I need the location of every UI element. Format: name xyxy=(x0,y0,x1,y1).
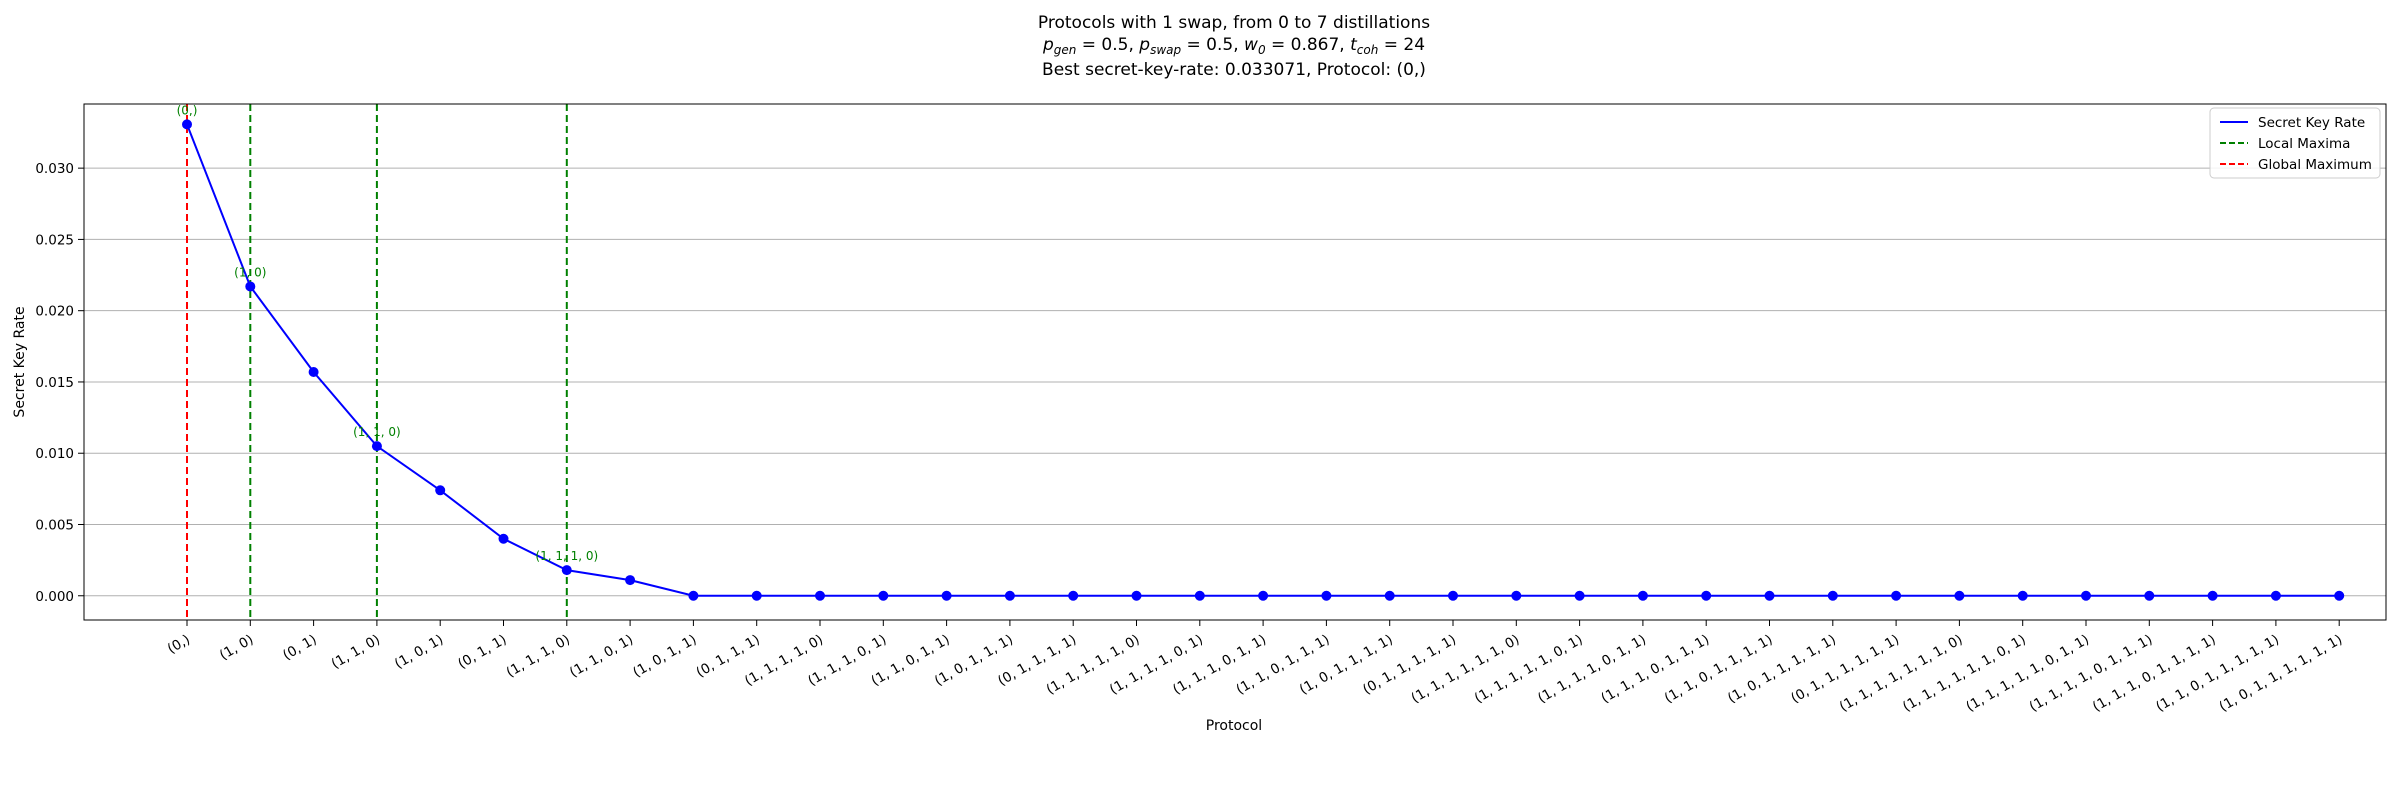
data-point xyxy=(2017,590,2028,601)
series-layer xyxy=(182,119,2345,601)
data-point xyxy=(308,366,319,377)
x-tick-label: (1, 0, 1, 1) xyxy=(630,632,699,681)
param-subscript: gen xyxy=(1054,43,1077,57)
data-point xyxy=(1004,590,1015,601)
data-point xyxy=(498,533,509,544)
x-tick-label: (1, 1, 0) xyxy=(329,632,383,673)
x-tick-label: (0, 1, 1) xyxy=(455,632,509,673)
data-point xyxy=(2207,590,2218,601)
maximum-annotation: (1, 1, 0) xyxy=(353,425,401,439)
y-tick-label: 0.030 xyxy=(35,161,74,177)
chart-title: Protocols with 1 swap, from 0 to 7 disti… xyxy=(1038,13,1430,80)
data-point xyxy=(182,119,192,130)
x-tick-label: (1, 0, 1) xyxy=(392,632,446,673)
x-tick-label: (0, 1) xyxy=(280,632,319,664)
data-point xyxy=(941,590,952,601)
param-value: = 24 xyxy=(1378,35,1425,55)
data-point xyxy=(1574,590,1585,601)
data-point xyxy=(1764,590,1775,601)
data-point xyxy=(245,281,256,292)
param-symbol: p xyxy=(1042,35,1054,55)
maxima-lines xyxy=(186,104,568,620)
maximum-annotation: (1, 1, 1, 0) xyxy=(535,549,598,563)
series-line xyxy=(186,124,2340,597)
data-point xyxy=(751,590,762,601)
data-point xyxy=(1131,590,1142,601)
x-tick-label: (1, 1, 0, 1) xyxy=(567,632,636,681)
param-symbol: w xyxy=(1244,35,1258,55)
x-tick-label: (1, 1, 1, 1, 1, 0, 1) xyxy=(1472,632,1586,707)
data-point xyxy=(435,485,446,496)
data-point xyxy=(2334,590,2345,601)
x-tick-label: (1, 1, 1, 1, 0, 1, 1) xyxy=(1535,632,1649,707)
maximum-annotation: (0,) xyxy=(177,103,198,117)
y-tick-label: 0.015 xyxy=(35,375,74,391)
param-subscript: swap xyxy=(1150,43,1181,57)
maxima-annotations: (0,) (1, 0) (1, 1, 0) (1, 1, 1, 0) xyxy=(177,103,599,563)
data-point xyxy=(1258,590,1269,601)
param-subscript: coh xyxy=(1357,43,1379,57)
legend-label: Local Maxima xyxy=(2258,136,2350,152)
data-point xyxy=(561,565,572,576)
param-symbol: p xyxy=(1138,35,1150,55)
y-tick-label: 0.020 xyxy=(35,304,74,320)
param-value: = 0.867, xyxy=(1266,35,1351,55)
data-point xyxy=(371,441,382,452)
legend-label: Global Maximum xyxy=(2258,157,2372,173)
y-axis-label: Secret Key Rate xyxy=(12,306,28,417)
data-point xyxy=(815,590,825,601)
data-point xyxy=(1448,590,1458,601)
x-tick-label: (1, 1, 1, 0, 1, 1, 1) xyxy=(1598,632,1712,707)
data-point xyxy=(1891,590,1902,601)
x-tick-label: (1, 0) xyxy=(217,632,256,664)
data-point xyxy=(2081,590,2091,601)
data-point xyxy=(1321,590,1332,601)
x-tick-label: (1, 1, 1, 0) xyxy=(504,632,573,681)
data-point xyxy=(1068,590,1079,601)
data-point xyxy=(1954,590,1965,601)
plot-frame xyxy=(83,103,2387,621)
y-tick-label: 0.005 xyxy=(35,517,74,533)
grid-lines xyxy=(84,167,2386,597)
legend-label: Secret Key Rate xyxy=(2258,115,2365,131)
legend-box xyxy=(2209,107,2381,179)
x-axis-ticks: (0,) (1, 0) (0, 1) (1, 1, 0) (1, 0, 1) (0, 1,… xyxy=(165,620,2345,715)
data-point xyxy=(878,590,889,601)
data-point xyxy=(1637,590,1648,601)
y-tick-label: 0.000 xyxy=(35,589,74,605)
param-symbol: t xyxy=(1350,35,1358,55)
x-tick-label: (1, 1, 0, 1, 1, 1, 1) xyxy=(1662,632,1776,707)
x-axis-label: Protocol xyxy=(1206,718,1262,734)
param-value: = 0.5, xyxy=(1181,35,1244,55)
data-point xyxy=(1701,590,1712,601)
data-point xyxy=(688,590,699,601)
x-tick-label: (1, 0, 1, 1, 1, 1, 1) xyxy=(1725,632,1839,707)
maximum-annotation: (1, 0) xyxy=(234,265,266,279)
x-tick-label: (0,) xyxy=(165,632,193,658)
title-line-1: Protocols with 1 swap, from 0 to 7 disti… xyxy=(1038,13,1430,33)
y-tick-label: 0.025 xyxy=(35,232,74,248)
data-point xyxy=(2270,590,2281,601)
title-line-2: pgen = 0.5, pswap = 0.5, w0 = 0.867, tco… xyxy=(1042,35,1425,57)
title-line-3: Best secret-key-rate: 0.033071, Protocol… xyxy=(1042,60,1426,80)
y-tick-label: 0.010 xyxy=(35,446,74,462)
data-point xyxy=(1511,590,1522,601)
data-point xyxy=(1194,590,1205,601)
y-axis-ticks: 0.000 0.005 0.010 0.015 0.020 0.025 0.030 xyxy=(35,161,84,605)
data-point xyxy=(1384,590,1395,601)
data-point xyxy=(625,575,636,586)
data-point xyxy=(1827,590,1838,601)
x-tick-label: (1, 1, 1, 1, 1, 1, 0) xyxy=(1409,632,1523,707)
param-value: = 0.5, xyxy=(1076,35,1139,55)
data-point xyxy=(2144,590,2155,601)
param-subscript: 0 xyxy=(1258,43,1266,57)
legend: Secret Key Rate Local Maxima Global Maximu… xyxy=(2209,107,2381,179)
